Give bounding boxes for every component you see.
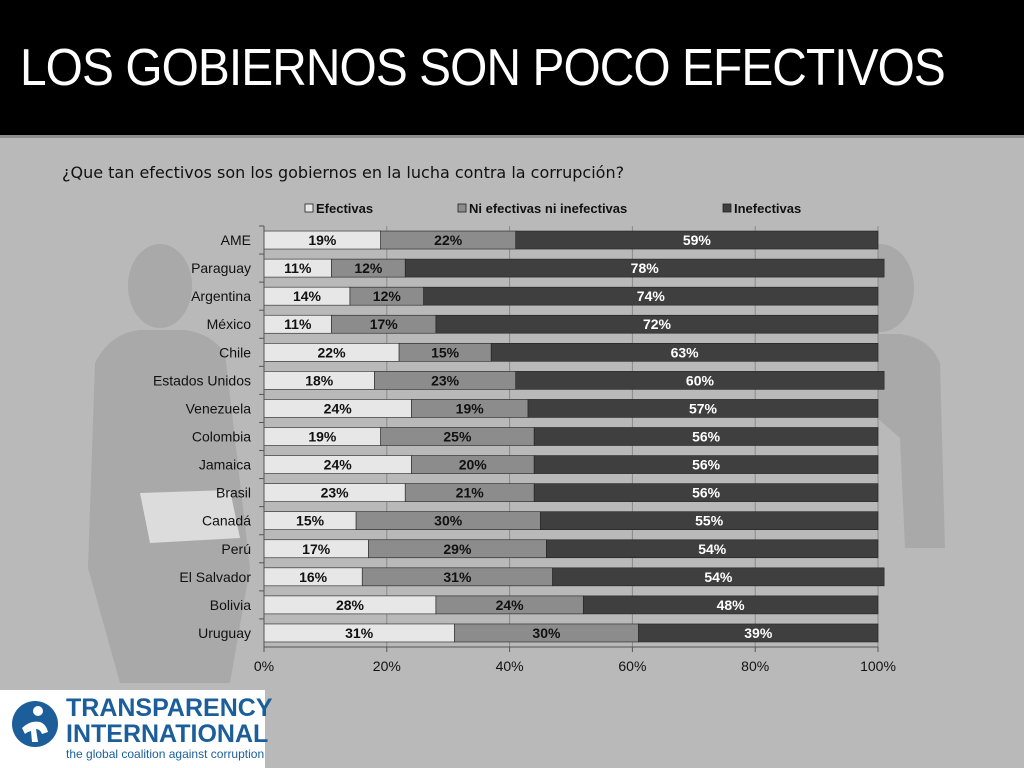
data-label: 54% — [698, 541, 727, 557]
bar-segment — [515, 371, 885, 390]
data-label: 63% — [671, 344, 700, 360]
x-tick-label: 80% — [741, 658, 769, 674]
data-label: 29% — [443, 541, 472, 557]
slide-title: LOS GOBIERNOS SON POCO EFECTIVOS — [20, 39, 946, 97]
x-tick-label: 100% — [860, 658, 896, 674]
data-label: 56% — [692, 429, 721, 445]
ti-globe-icon — [12, 701, 58, 747]
bar-segment — [533, 483, 879, 502]
data-label: 56% — [692, 485, 721, 501]
category-label: El Salvador — [179, 569, 251, 585]
title-bar: LOS GOBIERNOS SON POCO EFECTIVOS — [0, 0, 1024, 135]
bar-segment — [533, 455, 879, 474]
legend-label: Ni efectivas ni inefectivas — [469, 201, 627, 216]
data-label: 31% — [443, 569, 472, 585]
data-label: 12% — [354, 260, 383, 276]
data-label: 24% — [496, 597, 525, 613]
data-label: 21% — [456, 485, 485, 501]
category-label: México — [207, 316, 252, 332]
category-label: Jamaica — [199, 457, 251, 473]
x-tick-label: 20% — [373, 658, 401, 674]
x-tick-label: 40% — [496, 658, 524, 674]
bar-segment — [546, 539, 879, 559]
data-label: 16% — [299, 569, 328, 585]
data-label: 30% — [434, 513, 463, 529]
logo-tagline: the global coalition against corruption — [66, 747, 265, 761]
bar-segment — [539, 511, 879, 531]
legend-label: Efectivas — [316, 201, 373, 216]
category-label: Colombia — [192, 429, 251, 445]
data-label: 24% — [324, 457, 353, 473]
title-divider — [0, 135, 1024, 138]
data-label: 23% — [431, 372, 460, 388]
bar-segment — [527, 399, 879, 418]
bar-segment — [515, 230, 879, 250]
data-label: 22% — [318, 344, 347, 360]
bar-segment — [533, 427, 879, 446]
data-label: 14% — [293, 288, 322, 304]
data-label: 55% — [695, 513, 724, 529]
data-label: 24% — [324, 400, 353, 416]
data-label: 19% — [308, 429, 337, 445]
category-label: Brasil — [216, 485, 251, 501]
data-label: 30% — [532, 625, 561, 641]
bar-segment — [552, 567, 885, 587]
data-label: 56% — [692, 457, 721, 473]
data-label: 18% — [305, 372, 334, 388]
data-label: 12% — [373, 288, 402, 304]
data-label: 48% — [717, 597, 746, 613]
data-label: 72% — [643, 316, 672, 332]
data-label: 31% — [345, 625, 374, 641]
data-label: 15% — [431, 344, 460, 360]
logo-line-2: INTERNATIONAL — [66, 720, 269, 748]
data-label: 60% — [686, 372, 715, 388]
data-label: 39% — [744, 625, 773, 641]
bar-segment — [423, 286, 879, 306]
data-label: 20% — [459, 457, 488, 473]
category-label: AME — [221, 232, 251, 248]
data-label: 28% — [336, 597, 365, 613]
data-label: 57% — [689, 400, 718, 416]
bar-segment — [435, 314, 879, 334]
data-label: 19% — [308, 232, 337, 248]
data-label: 59% — [683, 232, 712, 248]
data-label: 78% — [631, 260, 660, 276]
legend-label: Inefectivas — [734, 201, 801, 216]
bar-segment — [638, 623, 879, 643]
data-label: 15% — [296, 513, 325, 529]
legend-swatch — [304, 203, 314, 213]
category-label: Venezuela — [186, 400, 252, 416]
data-label: 54% — [704, 569, 733, 585]
transparency-international-logo: TRANSPARENCY INTERNATIONAL the global co… — [0, 690, 273, 768]
data-label: 11% — [284, 316, 312, 332]
data-label: 17% — [302, 541, 331, 557]
category-label: Estados Unidos — [153, 372, 251, 388]
x-tick-label: 0% — [254, 658, 274, 674]
x-tick-label: 60% — [618, 658, 646, 674]
data-label: 23% — [321, 485, 350, 501]
category-label: Chile — [219, 344, 251, 360]
data-label: 22% — [434, 232, 463, 248]
bar-segment — [404, 258, 885, 278]
category-label: Argentina — [191, 288, 251, 304]
legend-swatch — [722, 203, 732, 213]
chart-question: ¿Que tan efectivos son los gobiernos en … — [62, 163, 625, 182]
data-label: 11% — [284, 260, 312, 276]
category-label: Uruguay — [198, 625, 251, 641]
category-label: Perú — [221, 541, 251, 557]
bar-segment — [582, 595, 879, 615]
data-label: 25% — [443, 429, 472, 445]
data-label: 17% — [370, 316, 399, 332]
legend-swatch — [457, 203, 467, 213]
category-label: Canadá — [202, 513, 251, 529]
category-label: Bolivia — [210, 597, 251, 613]
category-label: Paraguay — [191, 260, 251, 276]
data-label: 74% — [637, 288, 666, 304]
logo-line-1: TRANSPARENCY — [66, 694, 273, 722]
data-label: 19% — [456, 400, 485, 416]
bar-segment — [490, 342, 879, 362]
